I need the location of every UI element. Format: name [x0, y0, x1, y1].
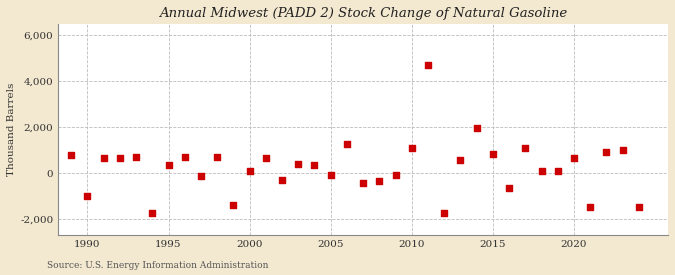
- Point: [115, 156, 126, 160]
- Point: [617, 148, 628, 152]
- Point: [487, 151, 498, 156]
- Point: [65, 152, 76, 157]
- Point: [536, 169, 547, 173]
- Point: [423, 63, 433, 67]
- Point: [342, 142, 352, 147]
- Point: [374, 179, 385, 183]
- Point: [196, 174, 207, 179]
- Point: [439, 211, 450, 215]
- Point: [244, 169, 255, 173]
- Point: [277, 178, 288, 182]
- Point: [293, 162, 304, 166]
- Point: [406, 145, 417, 150]
- Point: [601, 150, 612, 155]
- Point: [504, 186, 514, 190]
- Point: [390, 173, 401, 177]
- Point: [633, 205, 644, 210]
- Y-axis label: Thousand Barrels: Thousand Barrels: [7, 83, 16, 176]
- Point: [163, 163, 174, 167]
- Point: [552, 169, 563, 173]
- Point: [455, 158, 466, 163]
- Point: [131, 155, 142, 159]
- Point: [82, 194, 93, 198]
- Point: [99, 156, 109, 160]
- Point: [520, 145, 531, 150]
- Title: Annual Midwest (PADD 2) Stock Change of Natural Gasoline: Annual Midwest (PADD 2) Stock Change of …: [159, 7, 567, 20]
- Point: [180, 155, 190, 159]
- Point: [471, 126, 482, 130]
- Point: [147, 211, 158, 215]
- Point: [585, 205, 595, 210]
- Point: [212, 155, 223, 159]
- Point: [261, 156, 271, 160]
- Point: [309, 163, 320, 167]
- Point: [228, 203, 239, 207]
- Point: [325, 173, 336, 177]
- Text: Source: U.S. Energy Information Administration: Source: U.S. Energy Information Administ…: [47, 260, 269, 270]
- Point: [358, 181, 369, 186]
- Point: [568, 156, 579, 160]
